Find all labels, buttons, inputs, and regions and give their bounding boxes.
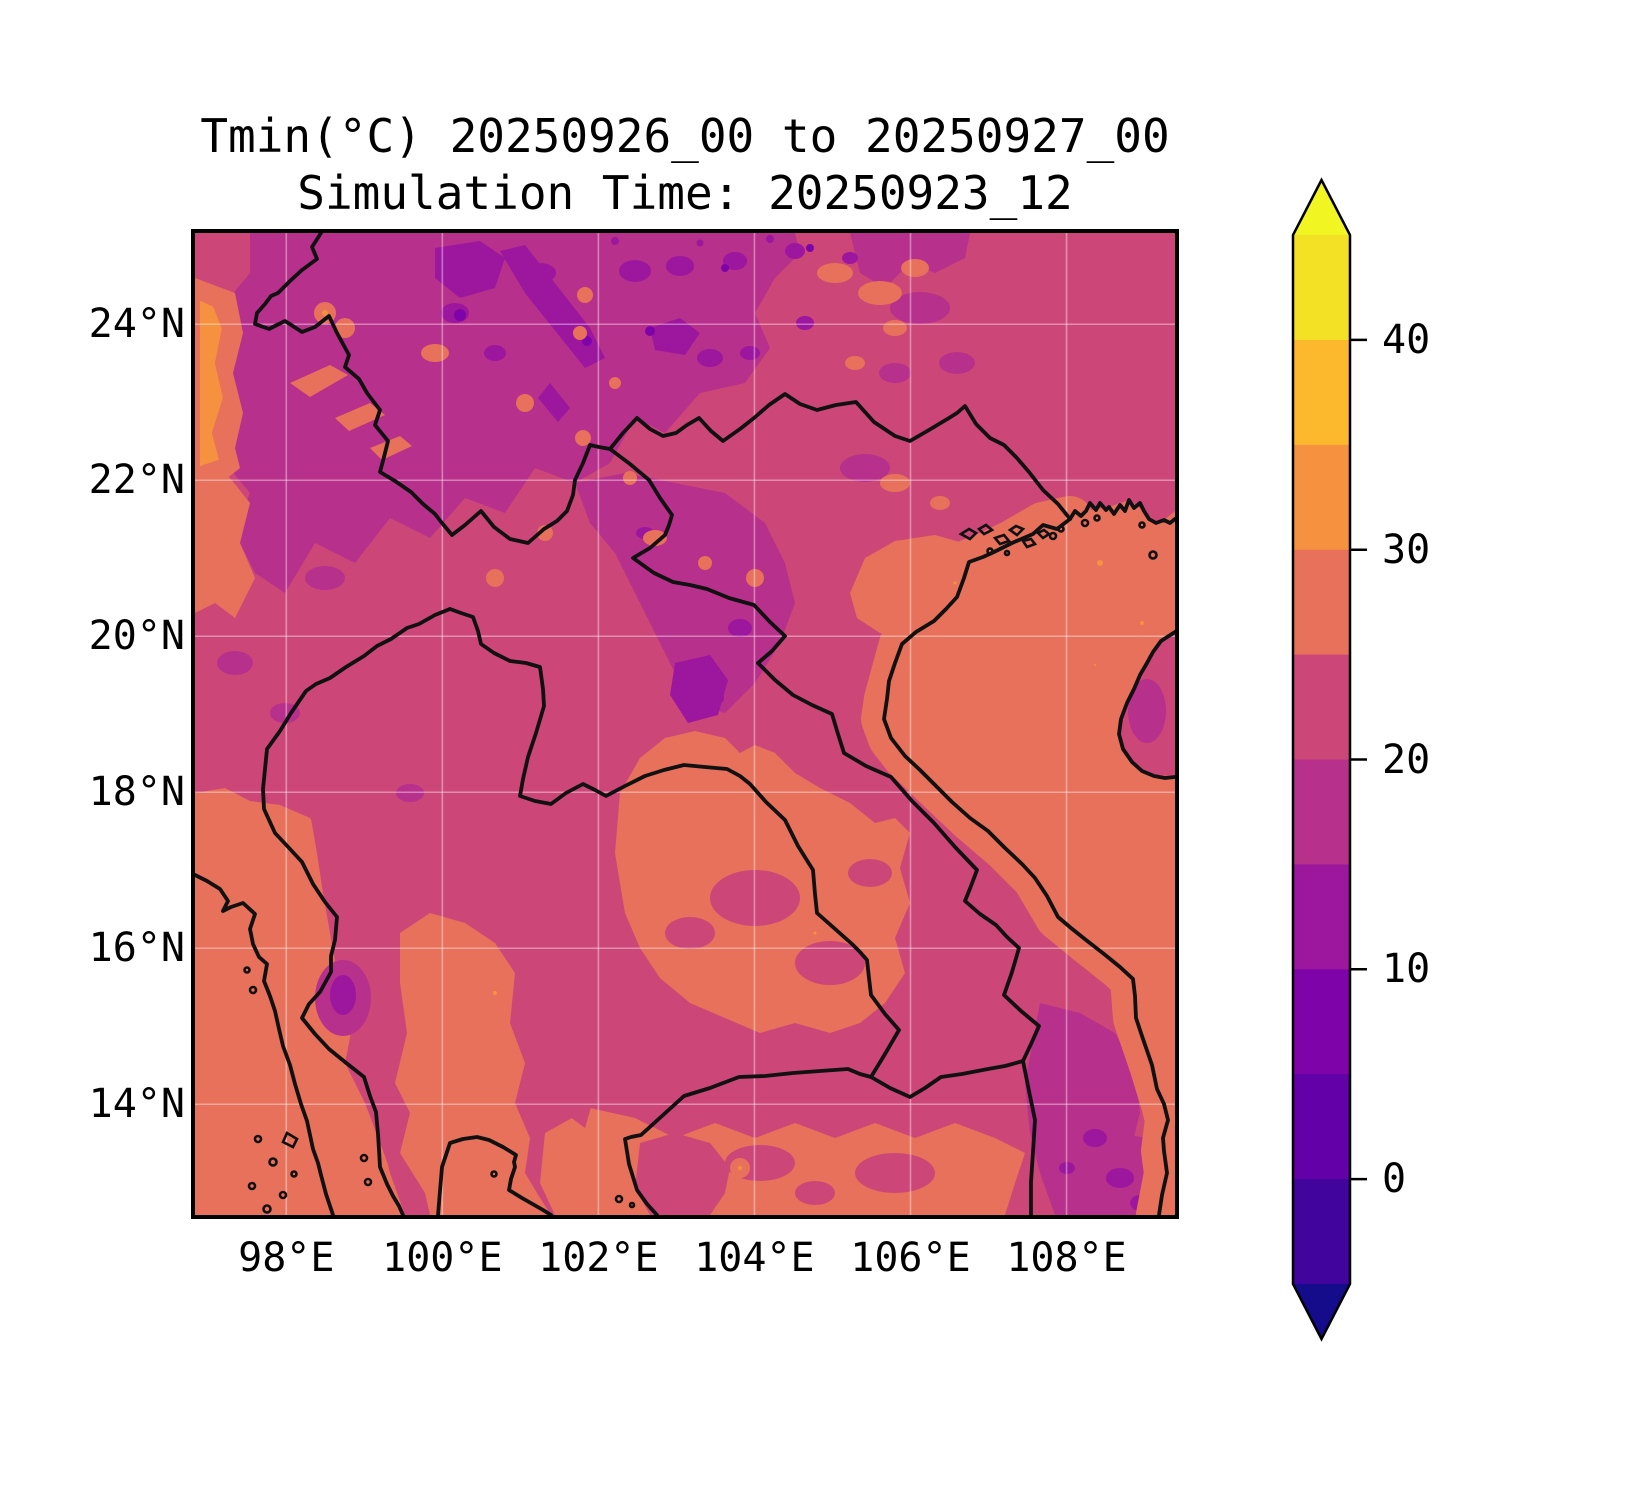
chart-subtitle: Simulation Time: 20250923_12 <box>297 166 1073 220</box>
region-warm-spots-30-35 <box>195 288 1152 1178</box>
colorbar-bin-20_25 <box>1293 654 1350 761</box>
region-south-cool-spots-10-15 <box>330 975 1150 1211</box>
border-china-vietnam <box>608 392 1072 521</box>
map-axes <box>191 229 1179 1219</box>
x-tick-label-100: 100°E <box>382 1235 503 1281</box>
region-north-15-20 <box>217 233 975 802</box>
y-tick-label-18: 18°N <box>88 769 185 816</box>
country-borders <box>195 233 1175 1215</box>
colorbar-tick-label-0: 0 <box>1382 1156 1407 1203</box>
y-tick-label-16: 16°N <box>88 925 185 972</box>
colorbar-bin-30_35 <box>1293 444 1350 551</box>
colorbar-tick-label-40: 40 <box>1382 316 1431 363</box>
border-thailand-laos <box>448 607 901 1079</box>
border-thailand-cambodia <box>623 1067 873 1215</box>
border-vietnam-laos <box>608 447 1041 1063</box>
x-tick-label-106: 106°E <box>850 1235 971 1281</box>
colorbar-bin-0_5 <box>1293 1074 1350 1180</box>
x-tick-label-102: 102°E <box>538 1235 659 1281</box>
coast-china <box>1068 498 1175 525</box>
colorbar-bin-25_30 <box>1293 549 1350 656</box>
colorbar-extend-high-arrow <box>1293 180 1350 235</box>
border-laos-cambodia <box>869 1059 1025 1099</box>
border-myanmar-thailand <box>261 607 452 1215</box>
colorbar-bin-35_40 <box>1293 339 1350 446</box>
colorbar-tick-marks <box>1350 338 1367 1181</box>
y-tick-label-20: 20°N <box>88 613 185 660</box>
colorbar-bin-15_20 <box>1293 759 1350 866</box>
colorbar-outline <box>1291 177 1352 1342</box>
border-china-laos <box>450 443 612 545</box>
coast-hainan <box>1117 630 1175 780</box>
colorbar-tick-label-30: 30 <box>1382 526 1431 573</box>
region-north-5-10 <box>454 244 814 346</box>
region-hills-20-25 <box>305 673 935 1215</box>
contour-map-canvas <box>195 233 1175 1215</box>
coast-gulf-of-thailand <box>436 1135 553 1215</box>
y-tick-label-14: 14°N <box>88 1081 185 1128</box>
colorbar-bin-10_15 <box>1293 864 1350 971</box>
border-vietnam-cambodia <box>1021 1059 1037 1215</box>
coast-myanmar <box>195 873 335 1215</box>
islands <box>243 514 1158 1214</box>
hainan-island <box>1120 634 1175 776</box>
chart-title: Tmin(°C) 20250926_00 to 20250927_00 <box>200 109 1170 163</box>
colorbar-bin-m5_0 <box>1293 1179 1350 1285</box>
x-tick-label-98: 98°E <box>238 1235 335 1281</box>
x-tick-label-104: 104°E <box>694 1235 815 1281</box>
y-tick-label-22: 22°N <box>88 457 185 504</box>
border-myanmar-china <box>253 233 454 537</box>
colorbar-tick-label-20: 20 <box>1382 736 1431 783</box>
colorbar: 40 30 20 10 0 <box>1288 168 1518 1358</box>
colorbar-extend-low-arrow <box>1293 1284 1350 1339</box>
colorbar-bin-5_10 <box>1293 969 1350 1075</box>
x-tick-label-108: 108°E <box>1006 1235 1127 1281</box>
coast-vietnam <box>882 517 1170 1215</box>
y-tick-label-24: 24°N <box>88 301 185 348</box>
colorbar-canvas <box>1291 177 1367 1342</box>
colorbar-bin-40_45 <box>1293 235 1350 341</box>
colorbar-segments <box>1293 235 1350 1285</box>
colorbar-tick-label-10: 10 <box>1382 946 1431 993</box>
